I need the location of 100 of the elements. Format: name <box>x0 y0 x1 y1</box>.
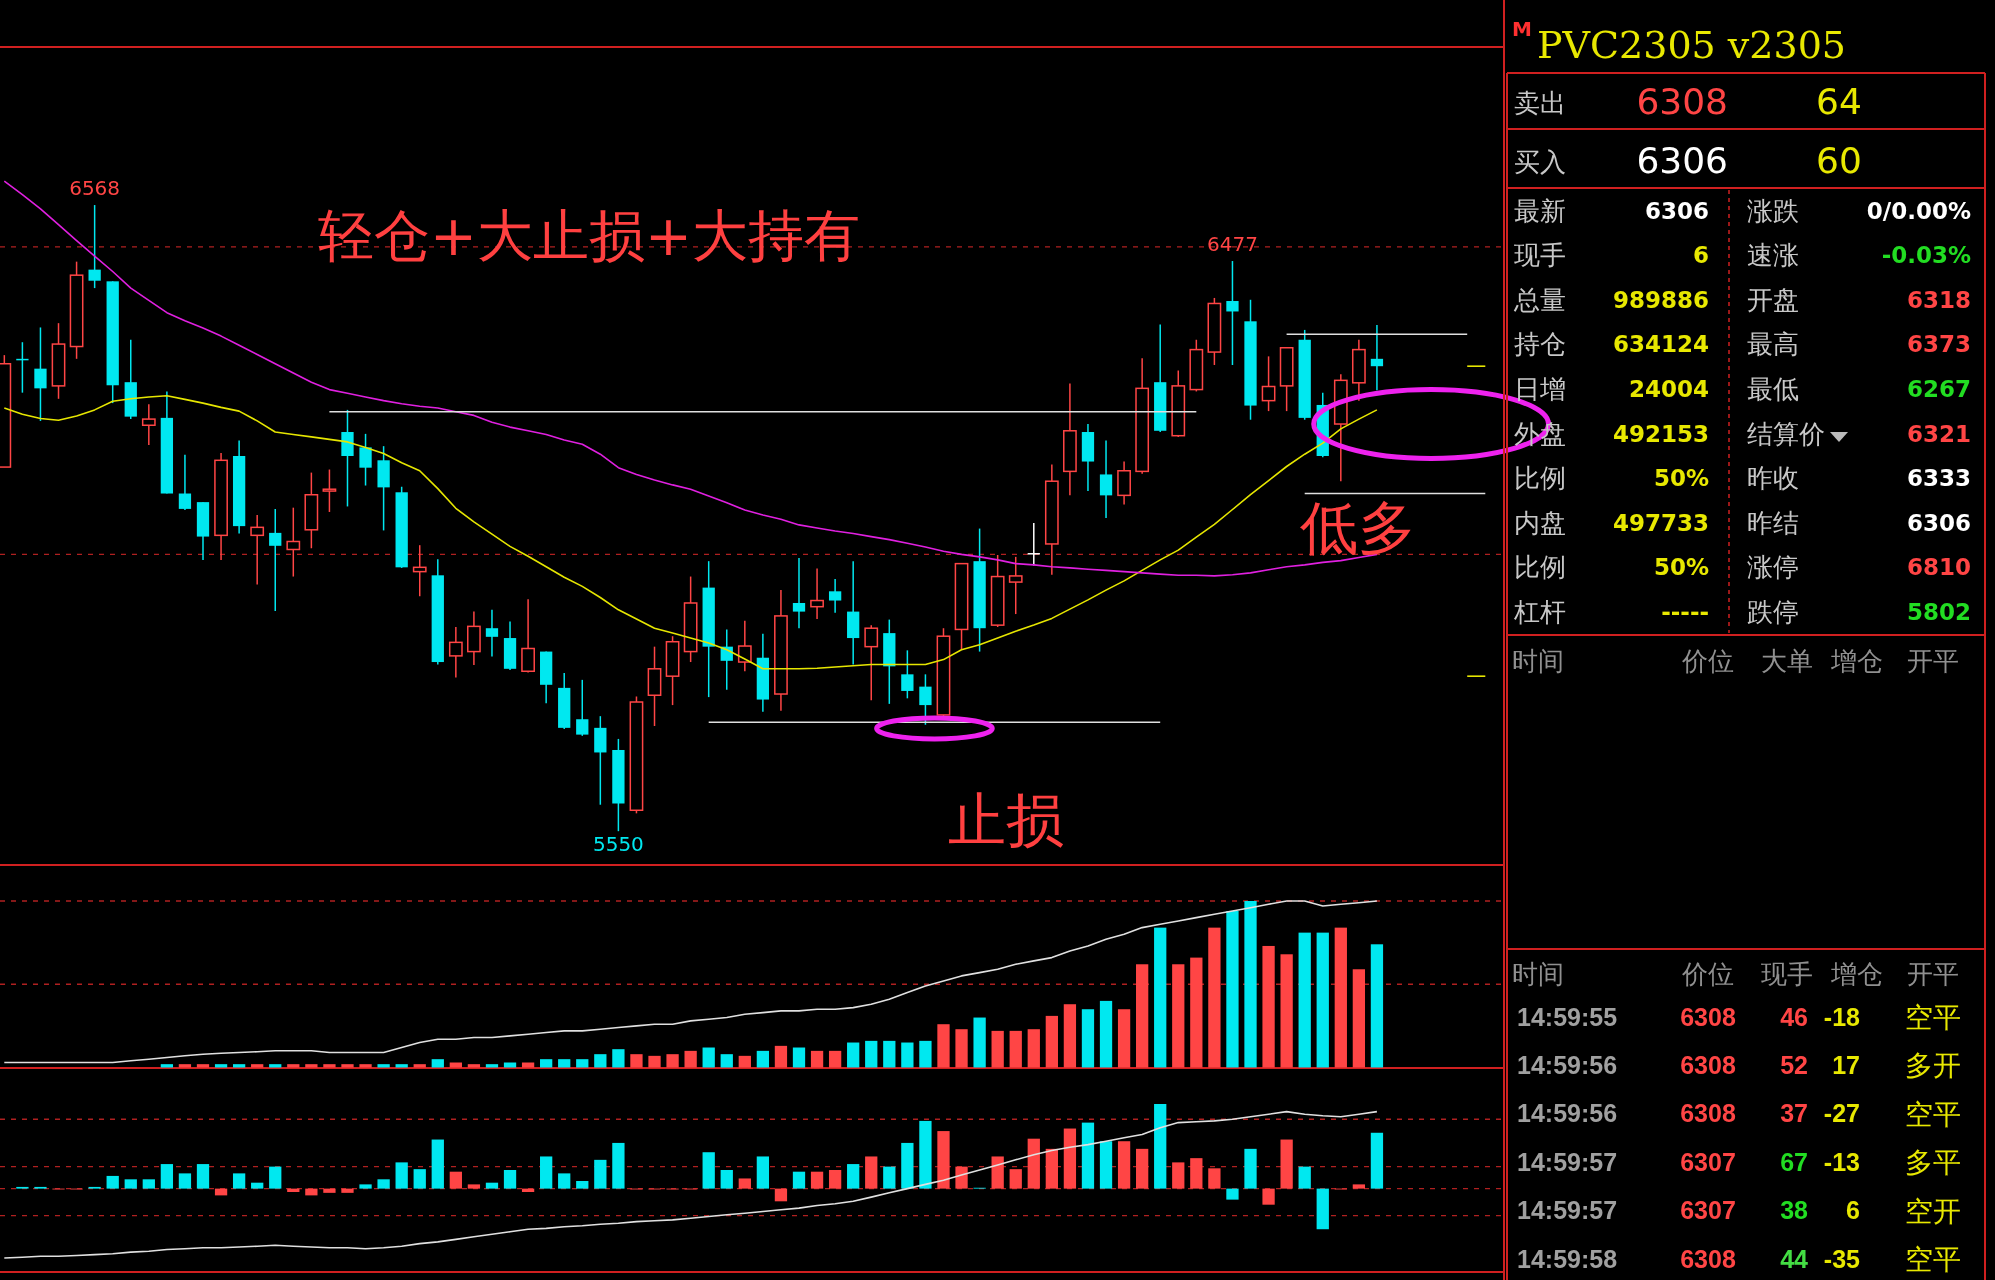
bar <box>1352 969 1366 1068</box>
candlestick <box>34 326 47 422</box>
text: 6318 <box>1906 286 1971 313</box>
candlestick <box>737 620 752 673</box>
text: 多开 <box>1905 1049 1961 1083</box>
candlestick <box>828 578 842 614</box>
bar <box>1117 1009 1131 1068</box>
bar <box>1226 1188 1239 1200</box>
bar <box>1027 1138 1040 1189</box>
bar <box>702 1047 715 1068</box>
text: 比例 <box>1514 463 1566 494</box>
candlestick <box>1008 556 1023 615</box>
bar <box>792 1047 806 1068</box>
bar <box>413 1169 426 1189</box>
text: 跌停 <box>1747 596 1799 627</box>
bar <box>485 1064 499 1068</box>
text: 6308 <box>1636 81 1728 122</box>
text: 昨结 <box>1747 507 1799 538</box>
text: 14:59:55 <box>1517 1002 1618 1031</box>
bar <box>847 1164 860 1189</box>
candlestick <box>485 609 499 658</box>
text: 6 <box>1846 1196 1860 1225</box>
text: 14:59:58 <box>1517 1244 1618 1273</box>
bar <box>214 1064 228 1068</box>
text: 14:59:56 <box>1517 1051 1618 1080</box>
bar <box>558 1059 571 1068</box>
bar <box>738 1178 751 1189</box>
candlestick <box>919 673 932 726</box>
bar <box>576 1181 589 1189</box>
text: M <box>1512 16 1532 41</box>
text: 6373 <box>1906 331 1971 358</box>
text: 6308 <box>1680 1099 1736 1128</box>
bar <box>359 1064 372 1068</box>
candlestick <box>286 506 301 578</box>
bar <box>828 1170 842 1189</box>
bar <box>865 1156 878 1189</box>
bar <box>991 1030 1004 1068</box>
candlestick <box>178 454 192 511</box>
bar <box>485 1182 499 1189</box>
bar <box>1154 927 1167 1068</box>
text: 时间 <box>1512 645 1564 676</box>
text: 6308 <box>1680 1002 1736 1031</box>
text: 结算价 <box>1747 418 1825 449</box>
text: 492153 <box>1612 420 1709 447</box>
text: 时间 <box>1512 958 1564 989</box>
bar <box>1063 1004 1077 1068</box>
bar <box>467 1184 481 1189</box>
bar <box>1099 1000 1113 1068</box>
text: 5802 <box>1906 598 1971 625</box>
bar <box>702 1152 715 1189</box>
text: 6267 <box>1906 375 1971 402</box>
text: ----- <box>1661 598 1709 625</box>
text: 6306 <box>1644 197 1709 224</box>
bar <box>1352 1184 1366 1189</box>
text: 开盘 <box>1747 284 1799 315</box>
bar <box>305 1064 318 1068</box>
text: 昨收 <box>1747 463 1799 494</box>
bar <box>1262 1188 1275 1205</box>
text: 497733 <box>1612 509 1709 536</box>
bar <box>1063 1128 1077 1189</box>
text: 989886 <box>1612 286 1709 313</box>
bar <box>1009 1030 1022 1068</box>
text: 64 <box>1816 81 1862 122</box>
text: 50% <box>1653 554 1709 581</box>
bar <box>251 1064 264 1068</box>
bar <box>1136 964 1149 1068</box>
bar <box>323 1188 336 1193</box>
candlestick <box>1370 324 1384 391</box>
candlestick <box>269 508 282 612</box>
text: 买入 <box>1514 146 1566 177</box>
bar <box>792 1171 806 1189</box>
bar <box>1370 1132 1384 1189</box>
bar <box>756 1050 770 1068</box>
bar <box>883 1166 896 1189</box>
bar <box>666 1054 679 1068</box>
bar <box>810 1050 824 1068</box>
bar <box>1081 1122 1095 1189</box>
text: 38 <box>1780 1196 1809 1225</box>
text: 速涨 <box>1747 240 1799 271</box>
bar <box>955 1029 968 1068</box>
bar <box>937 1024 950 1068</box>
bar <box>865 1040 878 1068</box>
bar <box>1172 1162 1185 1189</box>
text: 14:59:56 <box>1517 1099 1618 1128</box>
bar <box>160 1064 174 1068</box>
bar <box>919 1040 932 1068</box>
bar <box>1316 932 1329 1068</box>
bar <box>810 1171 824 1189</box>
text: 总量 <box>1513 284 1566 315</box>
bar <box>377 1064 390 1068</box>
text: 6308 <box>1680 1051 1736 1080</box>
bar <box>883 1040 896 1068</box>
text: 开平 <box>1907 645 1959 676</box>
bar <box>1226 910 1239 1068</box>
text: 最高 <box>1747 329 1799 360</box>
annotation: 6568 <box>69 176 121 201</box>
text: -0.03% <box>1881 242 1971 269</box>
bar <box>594 1054 607 1068</box>
bar <box>720 1170 733 1189</box>
annotation: 6477 <box>1207 232 1258 257</box>
